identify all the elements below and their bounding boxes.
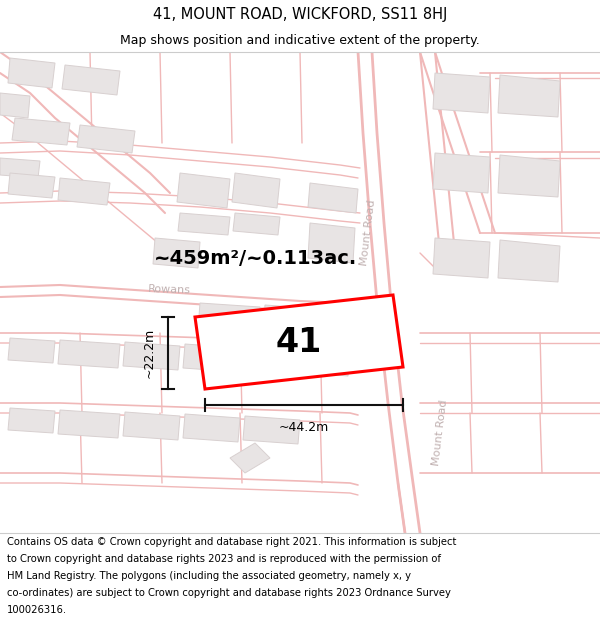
Polygon shape (8, 408, 55, 433)
Text: co-ordinates) are subject to Crown copyright and database rights 2023 Ordnance S: co-ordinates) are subject to Crown copyr… (7, 588, 451, 598)
Polygon shape (233, 213, 280, 235)
Polygon shape (58, 340, 120, 368)
Polygon shape (308, 183, 358, 213)
Polygon shape (8, 58, 55, 88)
Polygon shape (8, 173, 55, 198)
Text: ~44.2m: ~44.2m (279, 421, 329, 434)
Polygon shape (433, 238, 490, 278)
Text: Contains OS data © Crown copyright and database right 2021. This information is : Contains OS data © Crown copyright and d… (7, 537, 457, 547)
Polygon shape (230, 443, 270, 473)
Polygon shape (123, 342, 180, 370)
Text: 41: 41 (276, 326, 322, 359)
Polygon shape (243, 416, 300, 444)
Polygon shape (198, 303, 260, 333)
Polygon shape (433, 153, 490, 193)
Text: HM Land Registry. The polygons (including the associated geometry, namely x, y: HM Land Registry. The polygons (includin… (7, 571, 411, 581)
Polygon shape (195, 295, 403, 389)
Polygon shape (243, 346, 300, 374)
Polygon shape (8, 338, 55, 363)
Polygon shape (58, 178, 110, 205)
Polygon shape (62, 65, 120, 95)
Polygon shape (498, 75, 560, 117)
Polygon shape (153, 238, 200, 268)
Polygon shape (263, 305, 320, 335)
Polygon shape (183, 344, 240, 372)
Polygon shape (498, 155, 560, 197)
Text: ~459m²/~0.113ac.: ~459m²/~0.113ac. (154, 249, 356, 268)
Polygon shape (498, 240, 560, 282)
Polygon shape (177, 173, 230, 208)
Text: 41, MOUNT ROAD, WICKFORD, SS11 8HJ: 41, MOUNT ROAD, WICKFORD, SS11 8HJ (153, 7, 447, 22)
Text: Mount Road: Mount Road (359, 199, 377, 267)
Polygon shape (323, 307, 358, 337)
Text: Mount Road: Mount Road (431, 399, 449, 467)
Polygon shape (58, 410, 120, 438)
Polygon shape (232, 173, 280, 208)
Polygon shape (77, 125, 135, 153)
Text: ~22.2m: ~22.2m (143, 328, 156, 378)
Polygon shape (433, 73, 490, 113)
Polygon shape (178, 213, 230, 235)
Polygon shape (123, 412, 180, 440)
Polygon shape (0, 93, 30, 118)
Text: to Crown copyright and database rights 2023 and is reproduced with the permissio: to Crown copyright and database rights 2… (7, 554, 441, 564)
Polygon shape (303, 348, 350, 376)
Text: 100026316.: 100026316. (7, 605, 67, 615)
Polygon shape (12, 118, 70, 145)
Polygon shape (183, 414, 240, 442)
Text: Map shows position and indicative extent of the property.: Map shows position and indicative extent… (120, 34, 480, 47)
Polygon shape (0, 158, 40, 178)
Text: Rowans: Rowans (148, 284, 191, 296)
Polygon shape (308, 223, 355, 263)
